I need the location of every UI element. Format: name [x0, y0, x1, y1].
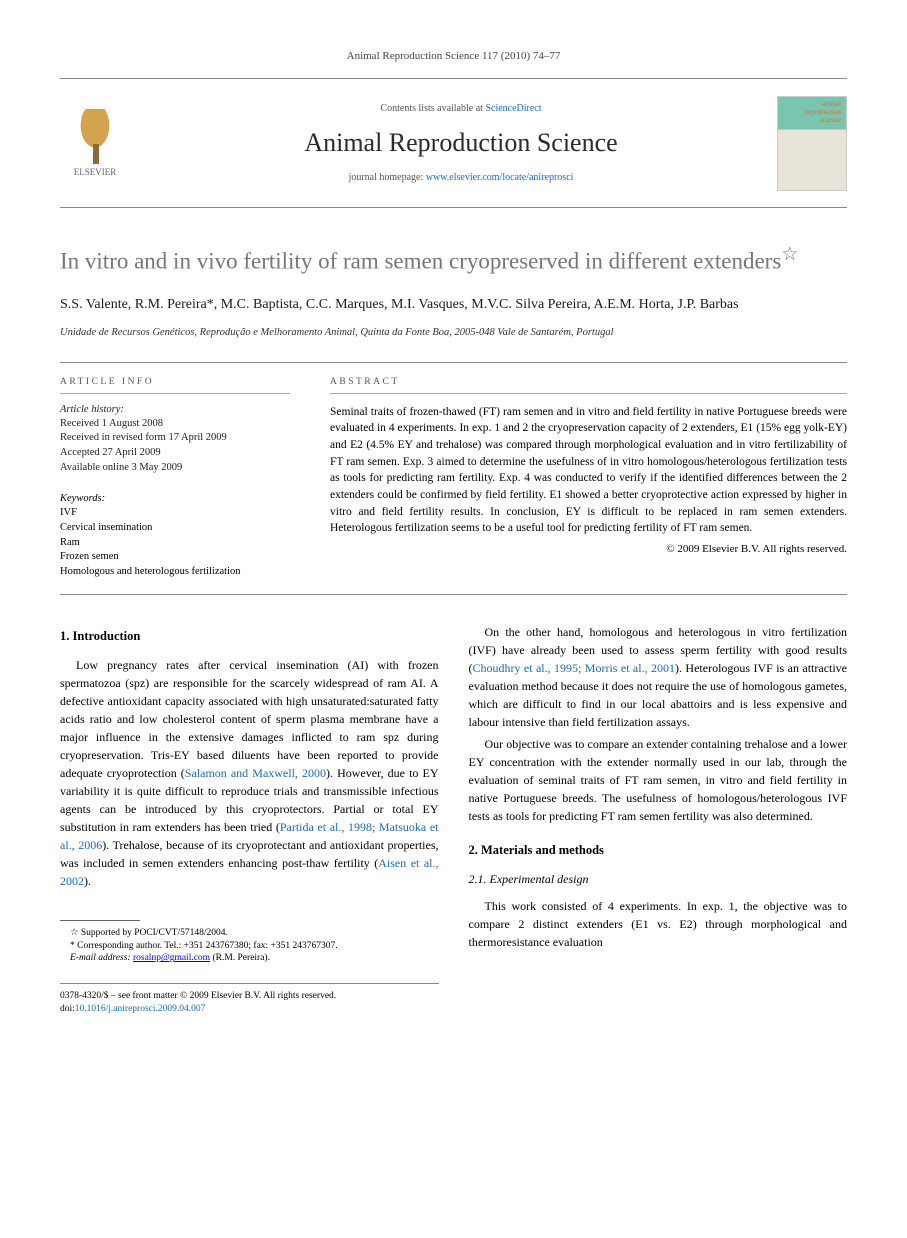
- doi-line: doi:10.1016/j.anireprosci.2009.04.007: [60, 1003, 439, 1016]
- keyword: IVF: [60, 506, 290, 521]
- article-meta-block: article info Article history: Received 1…: [60, 362, 847, 595]
- header-citation: Animal Reproduction Science 117 (2010) 7…: [60, 50, 847, 62]
- keyword: Cervical insemination: [60, 521, 290, 536]
- sciencedirect-link[interactable]: ScienceDirect: [485, 103, 541, 114]
- journal-title: Animal Reproduction Science: [145, 128, 777, 158]
- design-subheading: 2.1. Experimental design: [469, 872, 848, 887]
- citation-link[interactable]: Choudhry et al., 1995; Morris et al., 20…: [473, 661, 676, 675]
- elsevier-label: ELSEVIER: [74, 167, 117, 177]
- elsevier-logo: ELSEVIER: [60, 103, 130, 183]
- body-columns: 1. Introduction Low pregnancy rates afte…: [60, 623, 847, 1016]
- contents-available: Contents lists available at ScienceDirec…: [145, 103, 777, 114]
- email-link[interactable]: rosalnp@gmail.com: [133, 953, 210, 963]
- elsevier-tree-icon: [70, 109, 120, 164]
- keyword: Frozen semen: [60, 550, 290, 565]
- affiliation: Unidade de Recursos Genéticos, Reproduçã…: [60, 327, 847, 338]
- article-info-label: article info: [60, 377, 290, 394]
- history-label: Article history:: [60, 404, 290, 415]
- keywords-label: Keywords:: [60, 493, 290, 504]
- contents-prefix: Contents lists available at: [380, 103, 485, 114]
- keyword: Ram: [60, 536, 290, 551]
- abstract-text: Seminal traits of frozen-thawed (FT) ram…: [330, 404, 847, 537]
- text-span: ).: [84, 874, 91, 888]
- cover-word-2: reproduction: [781, 108, 843, 116]
- abstract-copyright: © 2009 Elsevier B.V. All rights reserved…: [330, 543, 847, 555]
- revised-date: Received in revised form 17 April 2009: [60, 431, 290, 446]
- introduction-heading: 1. Introduction: [60, 629, 439, 644]
- footer-separator: 0378-4320/$ – see front matter © 2009 El…: [60, 983, 439, 1016]
- right-column: On the other hand, homologous and hetero…: [469, 623, 848, 1016]
- journal-cover-thumbnail: animal reproduction science: [777, 96, 847, 191]
- email-label: E-mail address:: [70, 953, 133, 963]
- authors: S.S. Valente, R.M. Pereira*, M.C. Baptis…: [60, 297, 847, 313]
- cover-word-3: science: [781, 116, 843, 124]
- accepted-date: Accepted 27 April 2009: [60, 446, 290, 461]
- journal-homepage: journal homepage: www.elsevier.com/locat…: [145, 172, 777, 183]
- text-span: Low pregnancy rates after cervical insem…: [60, 658, 439, 780]
- doi-label: doi:: [60, 1004, 75, 1014]
- footnote-corresponding: * Corresponding author. Tel.: +351 24376…: [60, 940, 439, 953]
- doi-link[interactable]: 10.1016/j.anireprosci.2009.04.007: [75, 1004, 206, 1014]
- abstract-section: abstract Seminal traits of frozen-thawed…: [330, 377, 847, 580]
- issn-text: 0378-4320/$ – see front matter © 2009 El…: [60, 990, 439, 1003]
- footnote-support: ☆ Supported by POCI/CVT/57148/2004.: [60, 927, 439, 940]
- intro-paragraph-1: Low pregnancy rates after cervical insem…: [60, 656, 439, 890]
- intro-paragraph-3: Our objective was to compare an extender…: [469, 735, 848, 825]
- journal-header: ELSEVIER Contents lists available at Sci…: [60, 78, 847, 208]
- article-info: article info Article history: Received 1…: [60, 377, 290, 580]
- left-column: 1. Introduction Low pregnancy rates afte…: [60, 623, 439, 1016]
- received-date: Received 1 August 2008: [60, 417, 290, 432]
- footnote-email: E-mail address: rosalnp@gmail.com (R.M. …: [60, 952, 439, 965]
- footnote-separator: [60, 920, 140, 921]
- journal-header-center: Contents lists available at ScienceDirec…: [145, 103, 777, 183]
- citation-link[interactable]: Salamon and Maxwell, 2000: [185, 766, 326, 780]
- footnote-marker: ☆: [781, 244, 798, 265]
- intro-paragraph-2: On the other hand, homologous and hetero…: [469, 623, 848, 731]
- design-paragraph-1: This work consisted of 4 experiments. In…: [469, 897, 848, 951]
- email-person: (R.M. Pereira).: [210, 953, 270, 963]
- online-date: Available online 3 May 2009: [60, 461, 290, 476]
- keyword: Homologous and heterologous fertilizatio…: [60, 565, 290, 580]
- article-title-text: In vitro and in vivo fertility of ram se…: [60, 249, 781, 274]
- abstract-label: abstract: [330, 377, 847, 394]
- homepage-prefix: journal homepage:: [349, 172, 426, 183]
- cover-word-1: animal: [781, 100, 843, 108]
- methods-heading: 2. Materials and methods: [469, 843, 848, 858]
- article-title: In vitro and in vivo fertility of ram se…: [60, 243, 847, 277]
- homepage-link[interactable]: www.elsevier.com/locate/anireprosci: [426, 172, 574, 183]
